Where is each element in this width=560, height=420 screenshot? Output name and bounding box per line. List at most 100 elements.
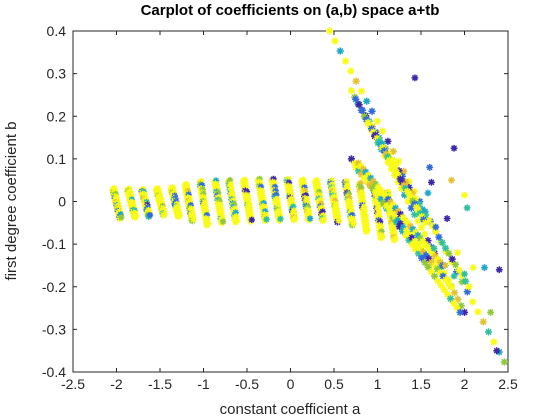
y-tick-label: -0.4 (42, 364, 66, 380)
data-point (348, 207, 355, 215)
data-point (385, 156, 394, 164)
data-point (430, 272, 439, 280)
data-point (411, 74, 419, 82)
y-tick-label: -0.1 (42, 236, 66, 252)
data-point (373, 134, 381, 142)
data-point (212, 177, 220, 184)
data-point (361, 208, 368, 215)
data-point (245, 196, 252, 203)
data-point (387, 159, 395, 167)
axis-ticks (72, 30, 509, 373)
data-point (440, 286, 448, 294)
data-point (426, 164, 434, 171)
data-point (344, 186, 352, 193)
data-point (406, 222, 415, 230)
data-point (256, 175, 263, 183)
data-point (441, 262, 449, 269)
data-point (332, 197, 339, 204)
data-point (418, 254, 426, 262)
data-point (394, 207, 402, 215)
data-point (318, 200, 325, 207)
data-point (387, 198, 395, 206)
data-point (379, 233, 386, 240)
data-point (456, 308, 464, 316)
data-point (199, 186, 206, 193)
data-point (355, 101, 363, 109)
data-point (287, 191, 295, 198)
data-point (345, 190, 352, 198)
data-point (405, 236, 413, 244)
data-point (348, 211, 356, 219)
data-point (389, 213, 397, 222)
data-point (391, 165, 399, 174)
data-point (374, 198, 381, 206)
data-point (315, 188, 323, 196)
data-point (374, 191, 382, 200)
data-point (428, 178, 435, 186)
data-point (362, 212, 369, 220)
data-point (396, 175, 404, 183)
data-point (334, 213, 342, 220)
data-point (425, 216, 433, 225)
data-point (379, 127, 387, 135)
data-point (435, 233, 443, 241)
data-point (286, 183, 293, 191)
data-point (402, 232, 410, 240)
data-point (469, 264, 477, 271)
data-point (419, 216, 428, 224)
data-point (389, 162, 397, 170)
data-point (299, 176, 307, 183)
data-point (369, 128, 378, 136)
tick-labels: -2.5 -2 -1.5 -1 -0.5 0 0.5 1 1.5 2 2.5 0.4 0.3 0.2 0.1… (42, 23, 518, 392)
data-point (263, 216, 270, 223)
data-point (417, 223, 425, 232)
data-point (176, 211, 183, 219)
data-point (333, 205, 340, 212)
data-point (214, 185, 221, 192)
data-point (402, 184, 410, 192)
data-point (461, 277, 470, 285)
data-point (259, 195, 267, 203)
data-point (426, 246, 434, 254)
data-point (364, 118, 372, 127)
data-point (186, 194, 193, 202)
y-tick-label: 0.1 (47, 151, 67, 167)
data-point (203, 211, 211, 219)
data-point (200, 190, 207, 198)
data-point (461, 270, 468, 278)
data-point (392, 235, 399, 242)
data-point (393, 169, 401, 177)
data-point (187, 202, 194, 209)
data-point (232, 209, 239, 216)
data-point (306, 211, 313, 218)
y-tick-label: 0.3 (47, 66, 67, 82)
data-point (427, 268, 435, 276)
data-point (186, 198, 194, 205)
data-point (394, 172, 403, 180)
x-tick-label: 0 (287, 376, 295, 392)
data-point (418, 212, 426, 221)
data-point (273, 191, 280, 199)
data-point (257, 183, 265, 191)
data-point (438, 239, 446, 247)
data-point (363, 97, 371, 105)
data-point (317, 196, 324, 203)
data-point (360, 198, 367, 206)
data-point (394, 216, 402, 224)
data-point (358, 106, 367, 114)
data-point (358, 184, 365, 192)
data-point (287, 187, 294, 195)
data-point (257, 179, 264, 187)
data-point (320, 216, 328, 223)
data-point (303, 195, 310, 203)
data-point (217, 201, 224, 209)
data-point (487, 308, 494, 316)
data-point (218, 210, 225, 217)
data-point (409, 197, 417, 205)
data-point (346, 194, 353, 202)
data-point (375, 208, 383, 216)
data-point (242, 180, 249, 187)
x-tick-label: 1.5 (411, 376, 431, 392)
data-point (315, 184, 322, 192)
data-point (213, 181, 221, 188)
